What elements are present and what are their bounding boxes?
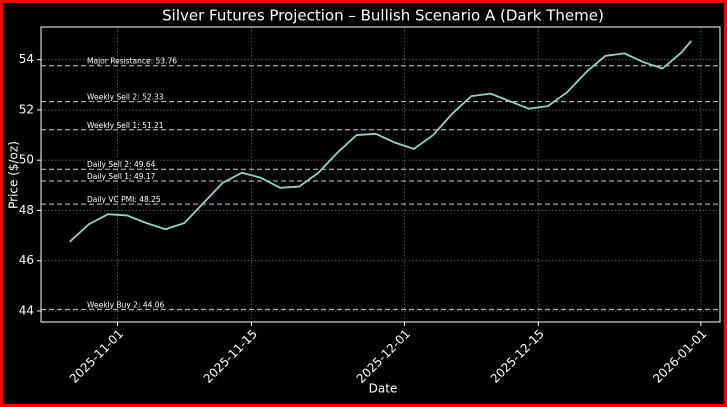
y-axis-label: Price ($/oz) [7, 141, 21, 209]
level-label: Daily Sell 1: 49.17 [87, 172, 156, 181]
x-axis-label: Date [369, 382, 398, 396]
level-label: Daily VC PMI: 48.25 [87, 195, 161, 204]
level-label: Weekly Sell 2: 52.33 [87, 93, 164, 102]
y-tick-label: 50 [19, 153, 34, 167]
level-label: Weekly Buy 2: 44.06 [87, 300, 165, 309]
y-tick-label: 46 [19, 253, 34, 267]
y-tick-label: 54 [19, 52, 34, 66]
level-label: Weekly Sell 1: 51.21 [87, 121, 164, 130]
price-line [69, 40, 692, 243]
y-tick-label: 44 [19, 303, 34, 317]
plot-frame [40, 26, 721, 323]
level-label: Daily Sell 2: 49.64 [87, 160, 156, 169]
y-tick-label: 52 [19, 102, 34, 116]
level-label: Major Resistance: 53.76 [87, 57, 177, 66]
y-tick-label: 48 [19, 203, 34, 217]
chart-title: Silver Futures Projection – Bullish Scen… [162, 7, 604, 25]
